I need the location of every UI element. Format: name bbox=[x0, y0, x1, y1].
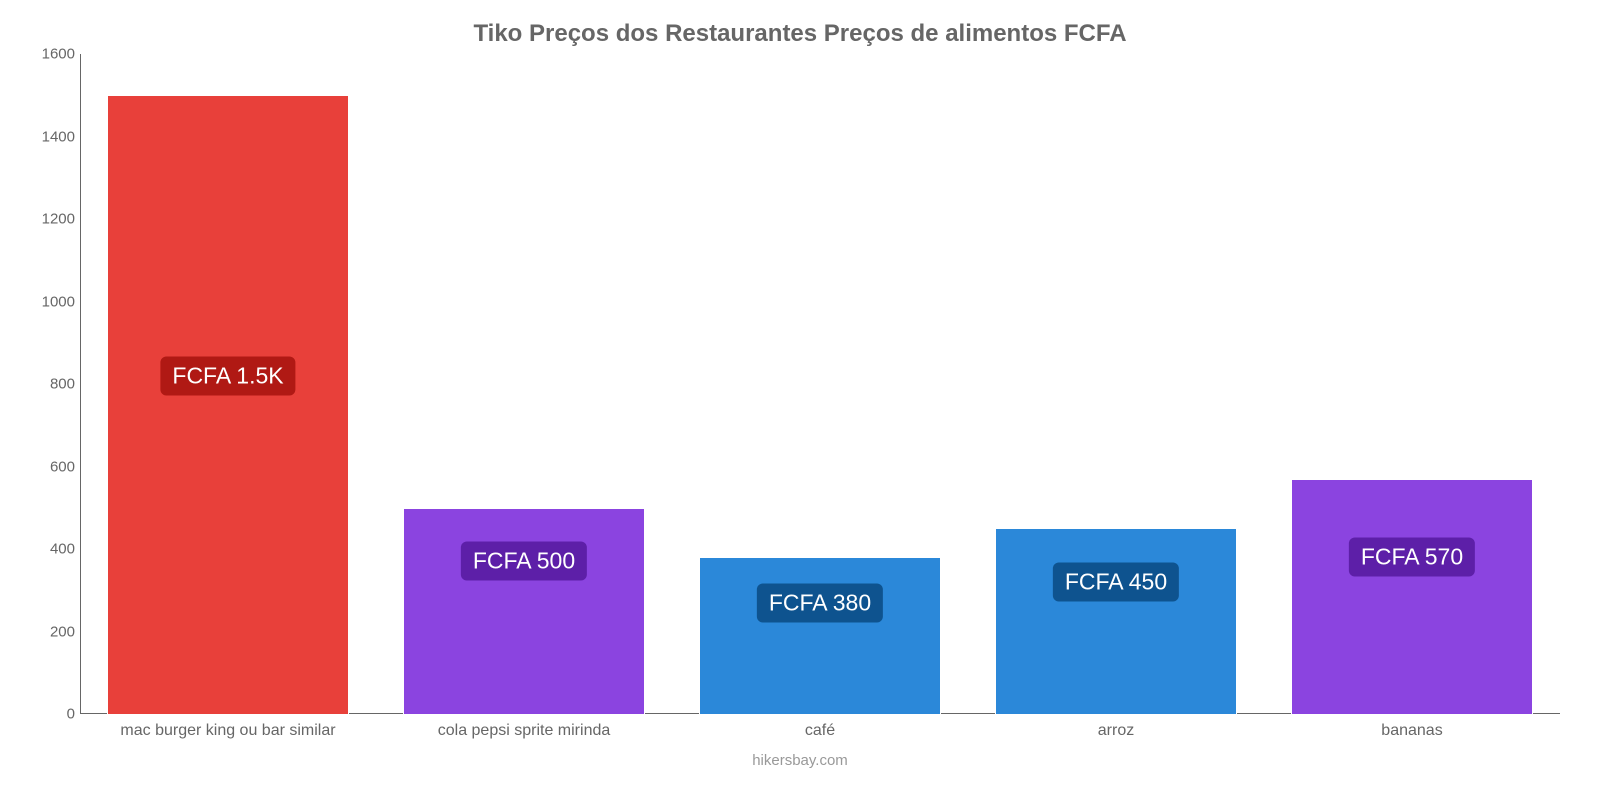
bars-layer: FCFA 1.5K FCFA 500 FCFA 380 FCFA 450 FCFA 57… bbox=[80, 54, 1560, 714]
y-tick-label: 1200 bbox=[20, 212, 75, 227]
x-tick-label: arroz bbox=[968, 714, 1264, 740]
bar bbox=[995, 528, 1238, 714]
bar-slot: FCFA 570 bbox=[1264, 54, 1560, 714]
chart-credit: hikersbay.com bbox=[20, 752, 1580, 769]
x-labels: mac burger king ou bar similarcola pepsi… bbox=[80, 714, 1560, 740]
y-tick-label: 600 bbox=[20, 459, 75, 474]
y-tick-label: 1400 bbox=[20, 129, 75, 144]
bar-slot: FCFA 450 bbox=[968, 54, 1264, 714]
bar-value-label: FCFA 500 bbox=[461, 542, 587, 581]
chart-container: Tiko Preços dos Restaurantes Preços de a… bbox=[0, 0, 1600, 800]
y-tick-label: 800 bbox=[20, 377, 75, 392]
x-tick-label: mac burger king ou bar similar bbox=[80, 714, 376, 740]
y-tick-label: 400 bbox=[20, 542, 75, 557]
y-tick-label: 0 bbox=[20, 707, 75, 722]
bar-slot: FCFA 1.5K bbox=[80, 54, 376, 714]
x-tick-label: cola pepsi sprite mirinda bbox=[376, 714, 672, 740]
y-tick-label: 1600 bbox=[20, 47, 75, 62]
bar-value-label: FCFA 380 bbox=[757, 583, 883, 622]
bar bbox=[403, 508, 646, 714]
bar bbox=[1291, 479, 1534, 714]
bar bbox=[107, 95, 350, 714]
bar-slot: FCFA 380 bbox=[672, 54, 968, 714]
bar-value-label: FCFA 1.5K bbox=[160, 356, 295, 395]
y-tick-label: 1000 bbox=[20, 294, 75, 309]
x-tick-label: café bbox=[672, 714, 968, 740]
plot-area: 02004006008001000120014001600 FCFA 1.5KF… bbox=[80, 54, 1560, 714]
x-tick-label: bananas bbox=[1264, 714, 1560, 740]
bar-slot: FCFA 500 bbox=[376, 54, 672, 714]
y-ticks: 02004006008001000120014001600 bbox=[20, 54, 75, 714]
bar-value-label: FCFA 570 bbox=[1349, 538, 1475, 577]
bar bbox=[699, 557, 942, 714]
chart-title: Tiko Preços dos Restaurantes Preços de a… bbox=[20, 20, 1580, 48]
bar-value-label: FCFA 450 bbox=[1053, 563, 1179, 602]
y-tick-label: 200 bbox=[20, 624, 75, 639]
